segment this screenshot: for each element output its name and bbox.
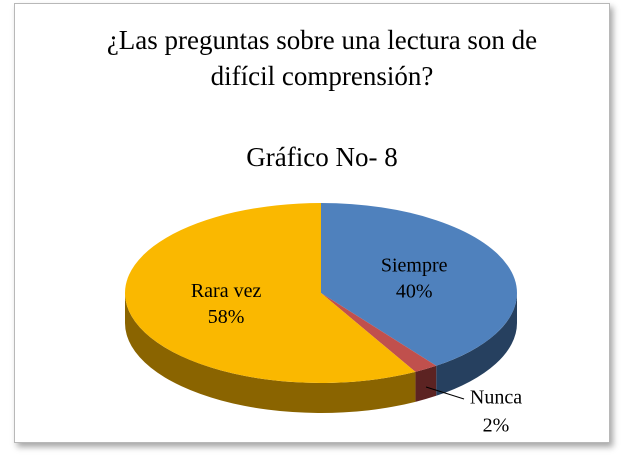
value-label: 2% <box>483 415 510 437</box>
slice-side <box>125 293 416 413</box>
leader-line <box>425 386 465 400</box>
category-label: Nunca <box>470 387 522 409</box>
value-label: 58% <box>208 306 245 328</box>
chart-title: ¿Las preguntas sobre una lectura son de … <box>106 25 538 91</box>
value-label: 40% <box>396 281 433 303</box>
category-label: Rara vez <box>191 280 262 302</box>
category-label: Siempre <box>381 255 448 277</box>
slice-side <box>415 365 437 402</box>
slice <box>321 293 437 372</box>
slice <box>321 203 517 366</box>
slice <box>125 203 416 383</box>
chart-subtitle: Gráfico No- 8 <box>246 142 398 172</box>
slice-side <box>436 293 517 396</box>
